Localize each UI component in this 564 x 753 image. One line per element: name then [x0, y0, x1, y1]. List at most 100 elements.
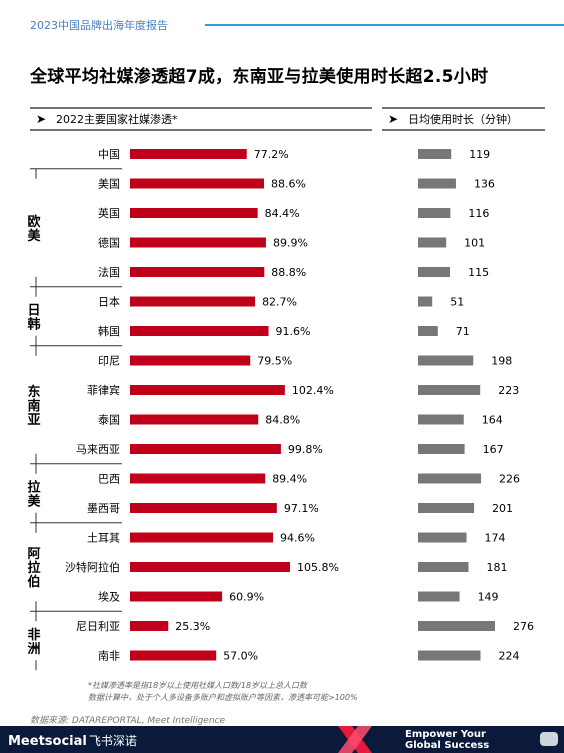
usage-value-label: 71: [456, 325, 470, 338]
penetration-value-label: 82.7%: [262, 296, 297, 309]
usage-bar: [418, 149, 452, 159]
region-label: 日韩: [27, 303, 40, 332]
penetration-bar: [130, 562, 290, 572]
chevron-right-icon: ➤: [36, 112, 46, 126]
penetration-bar: [130, 237, 266, 248]
usage-value-label: 136: [474, 178, 495, 191]
usage-bar: [418, 237, 447, 248]
penetration-value-label: 88.8%: [271, 266, 306, 279]
logo-text: Meetsocial: [8, 734, 87, 749]
penetration-value-label: 97.1%: [284, 502, 319, 515]
footer-bar: Meetsocial 飞书深诺 Empower Your Global Succe…: [0, 726, 564, 753]
penetration-value-label: 88.6%: [271, 178, 306, 191]
category-label: 南非: [98, 650, 120, 663]
category-label: 土耳其: [87, 532, 120, 545]
footnote-line-2: 数据计算中，处于个人多设备多账户和虚拟账户等因素，渗透率可能>100%: [88, 693, 358, 702]
category-label: 墨西哥: [87, 502, 120, 515]
report-title: 2023中国品牌出海年度报告: [30, 19, 168, 32]
usage-value-label: 226: [499, 473, 520, 486]
usage-value-label: 116: [468, 207, 489, 220]
category-label: 埃及: [98, 590, 120, 604]
usage-value-label: 149: [478, 591, 499, 604]
penetration-value-label: 57.0%: [223, 650, 258, 663]
usage-bar: [418, 326, 438, 336]
usage-value-label: 201: [492, 502, 513, 515]
penetration-value-label: 60.9%: [229, 591, 264, 604]
chevron-right-icon: ➤: [388, 112, 398, 126]
page-title: 全球平均社媒渗透超7成，东南亚与拉美使用时长超2.5小时: [30, 67, 489, 87]
chart-marks: 中国 77.2% 119 美国 88.6% 136 英国 84.4% 116 德国 89.9% 101…: [65, 148, 534, 663]
penetration-bar: [130, 591, 223, 602]
category-label: 沙特阿拉伯: [65, 560, 120, 574]
footnote-line-1: *社媒渗透率是指18岁以上使用社媒人口数/18岁以上总人口数: [88, 681, 308, 690]
panel-title-usage: 日均使用时长（分钟）: [408, 112, 518, 126]
penetration-value-label: 89.9%: [273, 237, 308, 250]
penetration-bar: [130, 503, 277, 513]
usage-value-label: 223: [498, 384, 519, 397]
usage-bar: [418, 355, 474, 366]
category-label: 德国: [98, 236, 120, 250]
penetration-value-label: 89.4%: [272, 473, 307, 486]
usage-value-label: 224: [498, 650, 519, 663]
usage-value-label: 174: [485, 532, 506, 545]
usage-value-label: 181: [486, 561, 507, 574]
usage-bar: [418, 621, 495, 631]
usage-bar: [418, 267, 451, 277]
usage-bar: [418, 178, 456, 189]
header-line: [205, 24, 564, 26]
penetration-value-label: 91.6%: [276, 325, 311, 338]
usage-value-label: 119: [469, 148, 490, 161]
category-label: 印尼: [98, 355, 120, 368]
category-label: 法国: [98, 265, 120, 279]
penetration-bar: [130, 621, 169, 631]
penetration-bar: [130, 267, 265, 277]
data-source: 数据来源: DATAREPORTAL, Meet Intelligence: [30, 716, 226, 726]
chart: ➤ 2022主要国家社媒渗透* ➤ 日均使用时长（分钟）欧美日韩东南亚拉美阿拉伯非洲 …: [27, 107, 545, 671]
usage-value-label: 115: [468, 266, 489, 279]
penetration-bar: [130, 326, 269, 336]
penetration-value-label: 77.2%: [254, 148, 289, 161]
usage-bar: [418, 385, 481, 395]
watermark-icon: [540, 732, 558, 746]
penetration-bar: [130, 149, 247, 159]
category-label: 泰国: [98, 413, 120, 427]
region-label: 欧美: [27, 214, 41, 244]
panel-title-penetration: 2022主要国家社媒渗透*: [56, 112, 178, 126]
category-label: 日本: [98, 295, 120, 309]
penetration-value-label: 99.8%: [288, 443, 323, 456]
usage-bar: [418, 208, 451, 218]
report-header: 2023中国品牌出海年度报告: [0, 0, 564, 44]
usage-bar: [418, 503, 475, 513]
category-label: 韩国: [98, 324, 120, 338]
penetration-bar: [130, 473, 266, 484]
penetration-bar: [130, 385, 285, 395]
usage-value-label: 164: [482, 414, 503, 427]
penetration-bar: [130, 532, 274, 543]
penetration-bar: [130, 444, 281, 454]
penetration-value-label: 94.6%: [280, 532, 315, 545]
penetration-value-label: 102.4%: [292, 384, 334, 397]
logo-text-cn: 飞书深诺: [88, 734, 137, 748]
penetration-value-label: 25.3%: [175, 620, 210, 633]
category-label: 中国: [98, 148, 120, 161]
penetration-value-label: 79.5%: [257, 355, 292, 368]
penetration-bar: [130, 355, 251, 366]
region-label: 阿拉伯: [27, 547, 40, 590]
usage-value-label: 276: [513, 620, 534, 633]
penetration-bar: [130, 178, 264, 189]
brand-x-icon: [338, 726, 372, 753]
category-label: 美国: [98, 178, 120, 191]
penetration-value-label: 105.8%: [297, 561, 339, 574]
penetration-bar: [130, 208, 258, 218]
usage-bar: [418, 414, 464, 425]
footer-logo: Meetsocial 飞书深诺: [8, 732, 137, 749]
category-label: 巴西: [98, 473, 120, 486]
category-label: 英国: [98, 206, 120, 220]
penetration-value-label: 84.8%: [265, 414, 300, 427]
usage-bar: [418, 532, 467, 543]
footer-slogan: Empower Your Global Success: [405, 729, 489, 751]
penetration-bar: [130, 650, 217, 661]
usage-value-label: 167: [483, 443, 504, 456]
category-label: 尼日利亚: [76, 620, 120, 633]
